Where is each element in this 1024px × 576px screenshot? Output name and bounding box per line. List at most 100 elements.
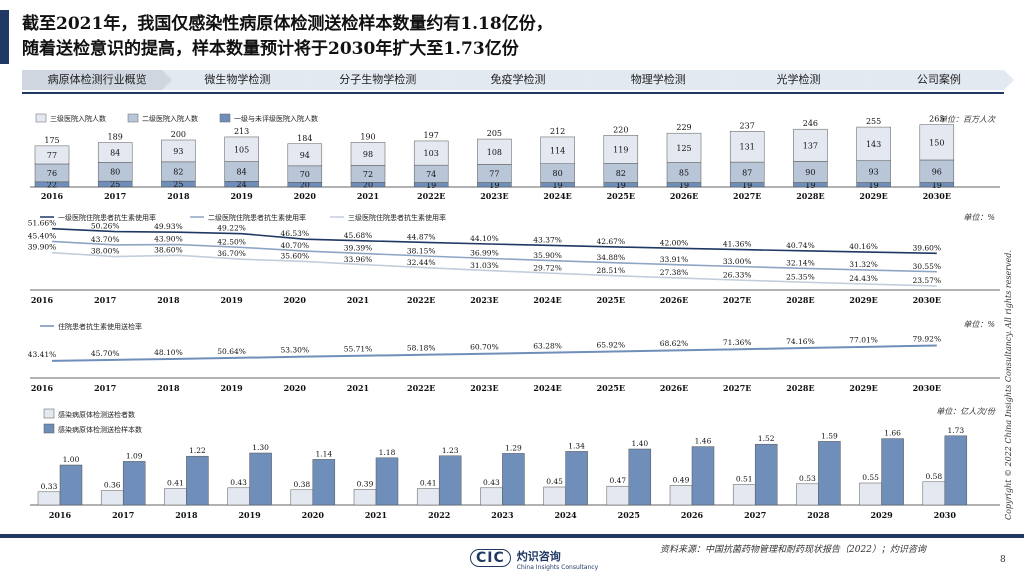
chart1-value-0-12: 19 [805, 181, 815, 190]
chart2-line-0 [51, 227, 937, 255]
chart1-value-0-2: 25 [173, 180, 183, 189]
chart2-datalabel-2-11: 26.33% [723, 270, 752, 279]
chart4-bar-0-2 [164, 488, 187, 506]
chart2-datalabel-0-13: 40.16% [849, 242, 878, 251]
chart1-total-6: 197 [424, 131, 439, 140]
nav-tab-1[interactable]: 微生物学检测 [162, 70, 312, 90]
chart1-value-1-11: 87 [742, 168, 752, 177]
chart4-bar-0-1 [100, 490, 124, 506]
chart3-unit: 单位：% [963, 320, 995, 329]
chart2-datalabel-1-2: 43.90% [154, 235, 183, 244]
chart1-total-4: 184 [297, 134, 312, 143]
chart1-value-2-13: 143 [866, 140, 881, 149]
chart2-datalabel-0-7: 44.10% [470, 234, 499, 243]
chart1-value-0-14: 19 [932, 181, 942, 190]
chart1-legend-label-1: 二级医院入院人数 [142, 114, 198, 123]
chart4-datalabel-0-11: 0.51 [736, 475, 753, 484]
logo-mark: CIC [470, 549, 511, 567]
chart4-legend-label-0: 感染病原体检测送检者数 [58, 410, 135, 419]
nav-tab-0[interactable]: 病原体检测行业概览 [22, 70, 172, 90]
chart3-xlabel-1: 2017 [94, 383, 116, 393]
chart4-xlabel-11: 2027 [744, 510, 766, 520]
chart2-xlabel-10: 2026E [660, 295, 688, 305]
logo-en: China Insights Consultancy [516, 564, 599, 571]
chart4-datalabel-1-9: 1.40 [631, 439, 648, 448]
chart4-datalabel-1-8: 1.34 [568, 441, 585, 450]
chart1-value-2-7: 108 [487, 148, 502, 157]
chart1-bar-2-4 [287, 143, 323, 167]
chart3-xlabel-13: 2029E [849, 383, 877, 393]
chart2-xlabel-12: 2028E [786, 295, 814, 305]
chart1-value-1-9: 82 [616, 169, 626, 178]
chart1-total-8: 212 [550, 127, 565, 136]
chart1-total-13: 255 [866, 117, 881, 126]
section-nav: 病原体检测行业概览 微生物学检测 分子生物学检测 免疫学检测 物理学检测 光学检测 公司案例 [22, 70, 1004, 90]
chart4-bar-1-9 [628, 448, 652, 506]
chart2-datalabel-1-8: 35.90% [533, 251, 562, 260]
chart1-xlabel-4: 2020 [294, 191, 317, 201]
chart1-total-0: 175 [44, 136, 59, 145]
chart2-datalabel-0-11: 41.36% [723, 240, 752, 249]
chart4-bar-1-8 [565, 451, 588, 506]
chart1-value-2-8: 114 [550, 146, 565, 155]
chart2-datalabel-1-5: 39.39% [344, 244, 373, 253]
chart4-legend-swatch-0 [43, 408, 55, 419]
chart2-datalabel-1-13: 31.32% [849, 260, 878, 269]
chart3-xlabel-11: 2027E [723, 383, 751, 393]
chart4-datalabel-0-1: 0.36 [104, 481, 121, 490]
chart1-legend-swatch-1 [127, 113, 139, 123]
chart1-xlabel-9: 2025E [607, 191, 635, 201]
chart1-xlabel-12: 2028E [796, 191, 824, 201]
chart4-xlabel-12: 2028 [807, 510, 830, 520]
chart1-value-1-1: 80 [110, 168, 120, 177]
nav-tab-6[interactable]: 公司案例 [864, 70, 1014, 90]
chart4-datalabel-1-11: 1.52 [758, 434, 775, 443]
chart2-datalabel-1-3: 42.50% [217, 237, 246, 246]
chart2-xlabel-5: 2021 [347, 295, 369, 305]
nav-tab-3[interactable]: 免疫学检测 [443, 70, 593, 90]
chart1-xlabel-1: 2017 [104, 191, 126, 201]
chart1-value-0-5: 20 [363, 181, 373, 190]
chart4-legend-label-1: 感染病原体检测送检样本数 [58, 425, 142, 434]
chart3-xlabel-4: 2020 [284, 383, 307, 393]
chart1-xlabel-0: 2016 [41, 191, 64, 201]
chart1-value-2-12: 137 [803, 141, 818, 150]
chart1-bar-2-14 [919, 124, 955, 161]
chart1-bar-2-7 [477, 138, 512, 165]
chart3-datalabel-9: 65.92% [596, 340, 625, 349]
chart4-bar-0-9 [606, 485, 630, 506]
chart1-xlabel-14: 2030E [923, 191, 951, 201]
chart4-bar-1-7 [502, 453, 525, 506]
chart4-bar-0-6 [416, 488, 440, 506]
chart1-bar-2-0 [34, 145, 70, 165]
nav-tab-2[interactable]: 分子生物学检测 [303, 70, 453, 90]
chart3-legend-label: 住院患者抗生素使用送检率 [58, 322, 142, 331]
chart4-bar-0-8 [543, 486, 566, 506]
chart4-datalabel-1-6: 1.23 [442, 446, 459, 455]
chart1-total-9: 220 [613, 125, 628, 134]
chart2-datalabel-2-5: 33.96% [344, 255, 373, 264]
chart1-xlabel-7: 2023E [480, 191, 508, 201]
chart4-datalabel-1-1: 1.09 [126, 451, 143, 460]
chart1-bar-2-12 [793, 128, 828, 162]
chart3-datalabel-1: 45.70% [91, 349, 120, 358]
chart1-total-10: 229 [676, 123, 691, 132]
chart2-datalabel-1-0: 45.40% [28, 231, 57, 240]
chart1-value-0-11: 19 [742, 181, 752, 190]
chart1-total-1: 189 [108, 133, 123, 142]
chart1-value-1-10: 85 [679, 169, 689, 178]
nav-tab-4[interactable]: 物理学检测 [583, 70, 733, 90]
nav-tab-5[interactable]: 光学检测 [723, 70, 873, 90]
chart1-legend-swatch-2 [219, 113, 231, 123]
chart1-value-1-6: 74 [426, 170, 436, 179]
chart2-datalabel-2-4: 35.60% [280, 251, 309, 260]
chart1-value-1-14: 96 [932, 167, 942, 176]
chart3-xlabel-2: 2018 [157, 383, 180, 393]
chart2-datalabel-2-13: 24.43% [849, 274, 878, 283]
chart1-bar-2-1 [97, 142, 133, 163]
chart4-xlabel-3: 2019 [238, 510, 261, 520]
chart1-value-2-9: 119 [613, 145, 628, 154]
chart2-xlabel-9: 2025E [597, 295, 625, 305]
chart3-xlabel-7: 2023E [470, 383, 498, 393]
chart3-datalabel-10: 68.62% [660, 339, 689, 348]
